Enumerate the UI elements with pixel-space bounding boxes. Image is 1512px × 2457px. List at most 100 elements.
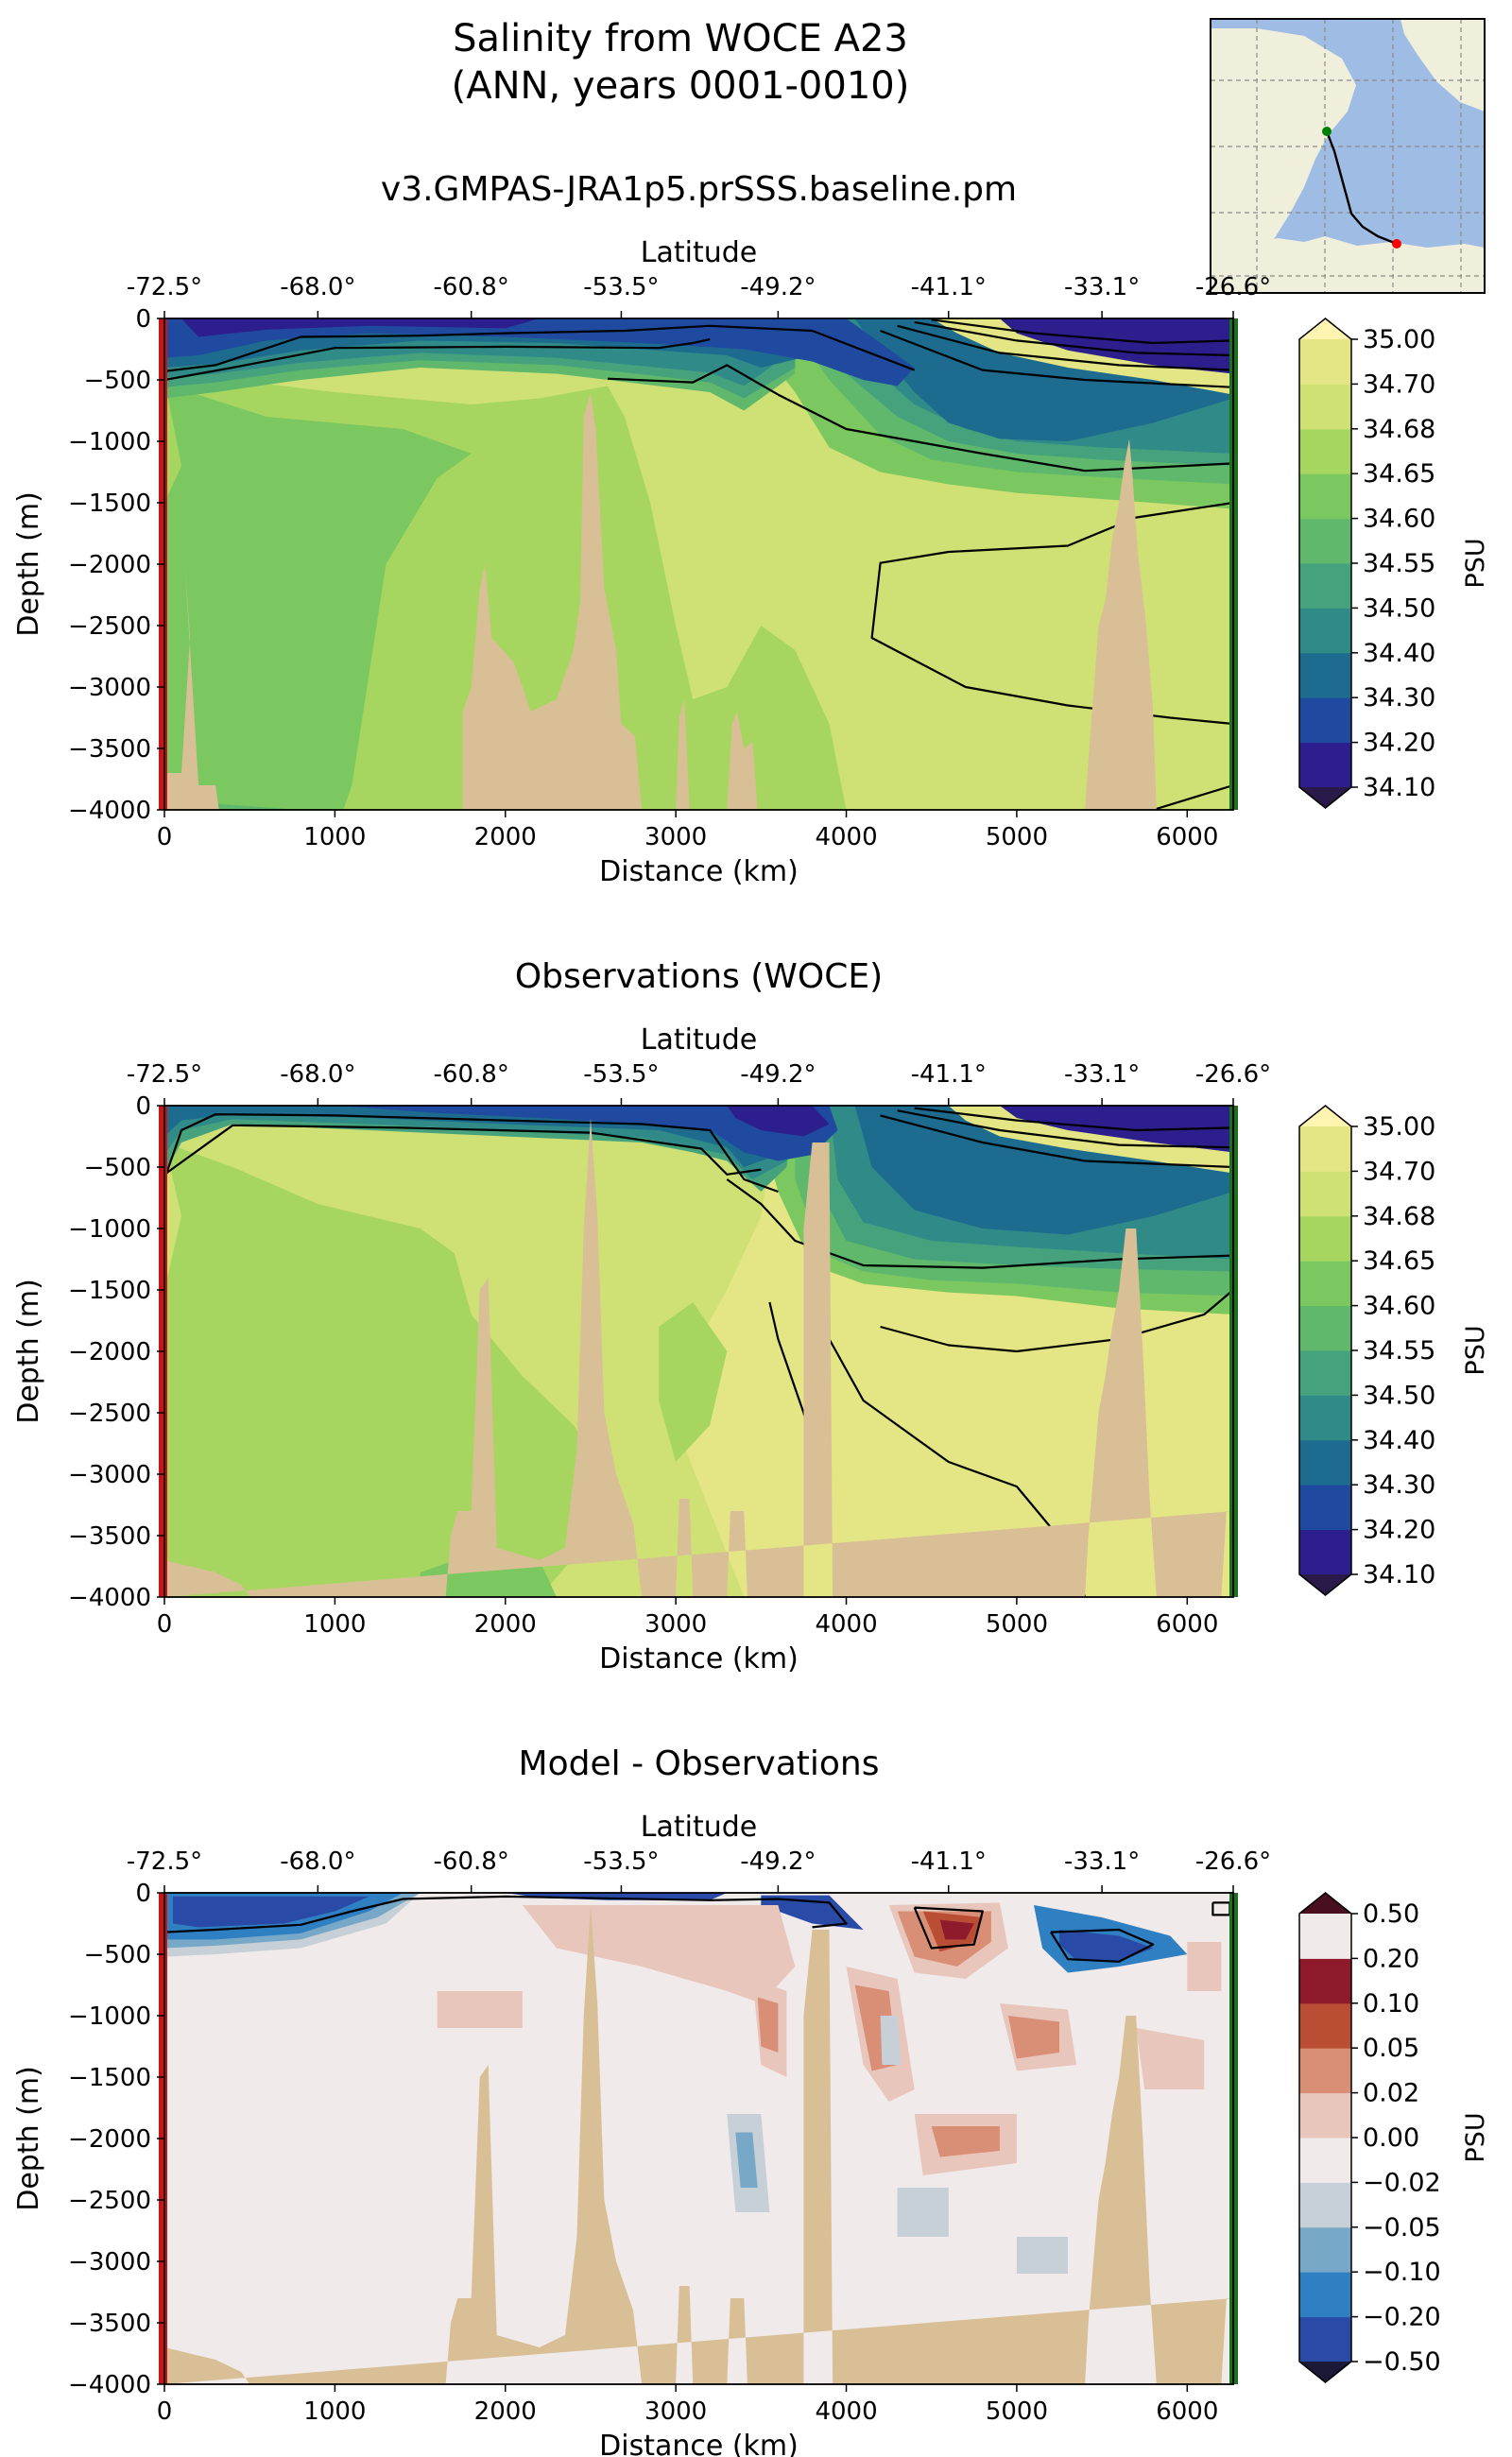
colorbar-tick-label: 34.68 xyxy=(1363,415,1435,444)
colorbar-segment xyxy=(1299,1126,1351,1172)
colorbar-tick-label: −0.10 xyxy=(1363,2258,1441,2287)
colorbar-segment xyxy=(1299,1215,1351,1262)
colorbar-tick-label: 0.10 xyxy=(1363,1989,1419,2019)
x-tick-label: 2000 xyxy=(474,2397,537,2426)
bathymetry xyxy=(164,392,1233,810)
y-tick-label: −500 xyxy=(84,367,151,395)
lat-tick-label: -68.0° xyxy=(280,1847,355,1876)
salinity-region xyxy=(181,318,540,337)
lat-tick-label: -53.5° xyxy=(583,1847,659,1876)
colorbar-tick-label: 0.20 xyxy=(1363,1944,1419,1973)
salinity-region xyxy=(164,1893,1233,2384)
x-tick-label: 1000 xyxy=(303,1610,366,1639)
salinity-region xyxy=(1187,1942,1222,1991)
x-tick-label: 4000 xyxy=(815,2397,877,2426)
inset-map-frame xyxy=(1210,18,1486,294)
y-tick-label: 0 xyxy=(135,1092,151,1121)
lat-tick-label: -60.8° xyxy=(434,1060,509,1089)
colorbar-under-triangle xyxy=(1299,787,1351,808)
lat-tick-label: -33.1° xyxy=(1064,273,1140,301)
x-tick-label: 1000 xyxy=(303,2397,366,2426)
lat-tick-label: -26.6° xyxy=(1195,1060,1271,1089)
y-axis-label: Depth (m) xyxy=(12,2066,45,2211)
y-tick-label: −3000 xyxy=(68,674,151,702)
x-tick-label: 6000 xyxy=(1156,2397,1218,2426)
panel-title: v3.GMPAS-JRA1p5.prSSS.baseline.pm xyxy=(381,170,1017,209)
contour-line xyxy=(880,1289,1233,1353)
colorbar-label: PSU xyxy=(1461,2112,1490,2162)
x-tick-label: 6000 xyxy=(1156,1610,1218,1639)
y-tick-label: −1500 xyxy=(68,2064,151,2092)
x-tick-label: 1000 xyxy=(303,823,366,851)
inset-map-transect-line xyxy=(1325,130,1398,246)
colorbar-tick-label: 34.55 xyxy=(1363,549,1435,578)
y-tick-label: −1500 xyxy=(68,490,151,518)
colorbar-tick-label: 34.20 xyxy=(1363,1516,1435,1545)
x-tick-label: 5000 xyxy=(986,823,1048,851)
lat-tick-label: -60.8° xyxy=(434,273,509,301)
contour-line xyxy=(914,1107,1233,1132)
y-tick-label: −4000 xyxy=(68,2371,151,2399)
lat-tick-label: -49.2° xyxy=(740,273,816,301)
x-tick-label: 3000 xyxy=(644,2397,707,2426)
colorbar-segment xyxy=(1299,2272,1351,2318)
x-axis-label: Distance (km) xyxy=(599,1642,799,1675)
colorbar-segment xyxy=(1299,1261,1351,1307)
colorbar-under-triangle xyxy=(1299,1574,1351,1595)
x-tick-label: 2000 xyxy=(474,823,537,851)
colorbar-tick-label: 0.05 xyxy=(1363,2034,1419,2063)
lat-tick-label: -49.2° xyxy=(740,1847,816,1876)
y-axis-label: Depth (m) xyxy=(12,1279,45,1424)
colorbar-tick-label: 34.70 xyxy=(1363,369,1435,399)
inset-map-gridlines xyxy=(1211,19,1485,293)
lat-tick-label: -53.5° xyxy=(583,273,659,301)
contour-line xyxy=(164,338,711,382)
y-tick-label: −500 xyxy=(84,1154,151,1182)
colorbar-segment xyxy=(1299,2226,1351,2273)
colorbar: 34.10 34.20 34.30 34.40 34.50 34.55 34.60 34.65… xyxy=(1298,318,1490,809)
colorbar-segment xyxy=(1299,384,1351,430)
salinity-region xyxy=(880,2016,902,2065)
panel-title: Model - Observations xyxy=(519,1744,880,1783)
colorbar-over-triangle xyxy=(1299,1893,1351,1914)
y-tick-label: −500 xyxy=(84,1941,151,1969)
x-tick-label: 0 xyxy=(157,823,173,851)
y-tick-label: −3500 xyxy=(68,735,151,764)
contour-line xyxy=(607,364,1233,472)
colorbar-tick-label: 34.60 xyxy=(1363,1292,1435,1321)
salinity-region xyxy=(727,1106,830,1137)
salinity-region xyxy=(659,1302,728,1462)
contour-line xyxy=(897,1109,1233,1149)
x-tick-label: 3000 xyxy=(644,823,707,851)
y-tick-label: −1000 xyxy=(68,1215,151,1244)
x-axis-label: Distance (km) xyxy=(599,2430,799,2457)
y-tick-label: −2000 xyxy=(68,2125,151,2154)
colorbar-segment xyxy=(1299,2138,1351,2183)
lat-tick-label: -41.1° xyxy=(911,1060,987,1089)
salinity-region xyxy=(999,318,1233,374)
figure-title-line1: Salinity from WOCE A23 xyxy=(453,17,908,60)
plot-area xyxy=(164,1893,1233,2384)
colorbar-segment xyxy=(1299,1439,1351,1486)
contour-line xyxy=(1050,1928,1155,1963)
top-axis-label: Latitude xyxy=(641,1811,757,1844)
colorbar-tick-label: −0.05 xyxy=(1363,2213,1441,2242)
colorbar-tick-label: 35.00 xyxy=(1363,325,1435,354)
colorbar-tick-label: 34.30 xyxy=(1363,1470,1435,1500)
x-tick-label: 4000 xyxy=(815,823,877,851)
colorbar-segment xyxy=(1299,2182,1351,2228)
contour-line xyxy=(164,1895,848,1933)
colorbar-tick-label: 34.65 xyxy=(1363,459,1435,489)
colorbar-segment xyxy=(1299,608,1351,654)
salinity-region xyxy=(164,318,915,387)
salinity-region xyxy=(335,1106,838,1161)
x-axis-label: Distance (km) xyxy=(599,855,799,888)
lat-tick-label: -72.5° xyxy=(127,273,202,301)
inset-map-end-marker xyxy=(1392,239,1401,249)
colorbar-over-triangle xyxy=(1299,318,1351,339)
contour-line xyxy=(897,324,1233,371)
y-tick-label: −4000 xyxy=(68,797,151,825)
x-tick-label: 5000 xyxy=(986,2397,1048,2426)
salinity-region xyxy=(931,2126,1000,2157)
